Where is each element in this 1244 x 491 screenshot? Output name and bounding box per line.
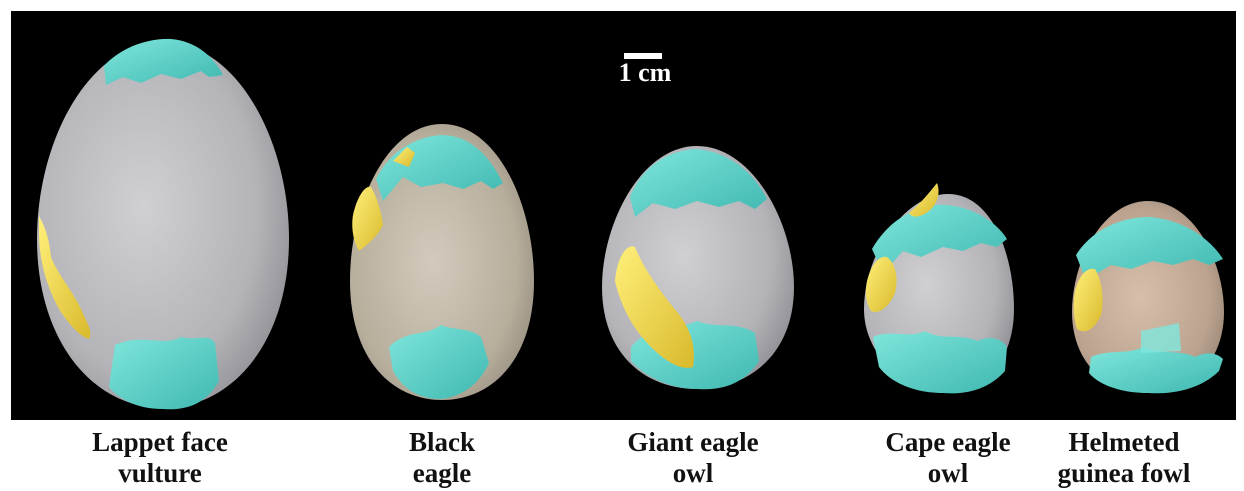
egg-helmeted-guinea-fowl [1072,201,1224,394]
egg-cape-eagle-owl [864,183,1014,394]
scale-bar-label: 1 cm [618,58,672,87]
scale-bar [624,53,662,59]
eggs-illustration [37,38,1224,410]
egg-lappet-face-vulture [37,38,289,410]
egg-render-figure: 1 cm [11,11,1236,420]
label-giant-eagle-owl: Giant eagle owl [573,427,813,489]
label-black-eagle: Black eagle [322,427,562,489]
label-line: Helmeted [1068,427,1180,457]
label-line: Lappet face [92,427,228,457]
label-line: owl [927,458,969,488]
label-line: Cape eagle [885,427,1011,457]
egg-black-eagle [350,124,534,400]
label-line: vulture [118,458,202,488]
label-line: Black [408,427,475,457]
label-line: owl [672,458,714,488]
label-line: guinea fowl [1057,458,1191,488]
label-line: Giant eagle [627,427,759,457]
label-cape-eagle-owl: Cape eagle owl [828,427,1068,489]
egg-giant-eagle-owl [602,146,794,390]
label-helmeted-guinea-fowl: Helmeted guinea fowl [1004,427,1244,489]
label-lappet-face-vulture: Lappet face vulture [40,427,280,489]
label-line: eagle [412,458,472,488]
